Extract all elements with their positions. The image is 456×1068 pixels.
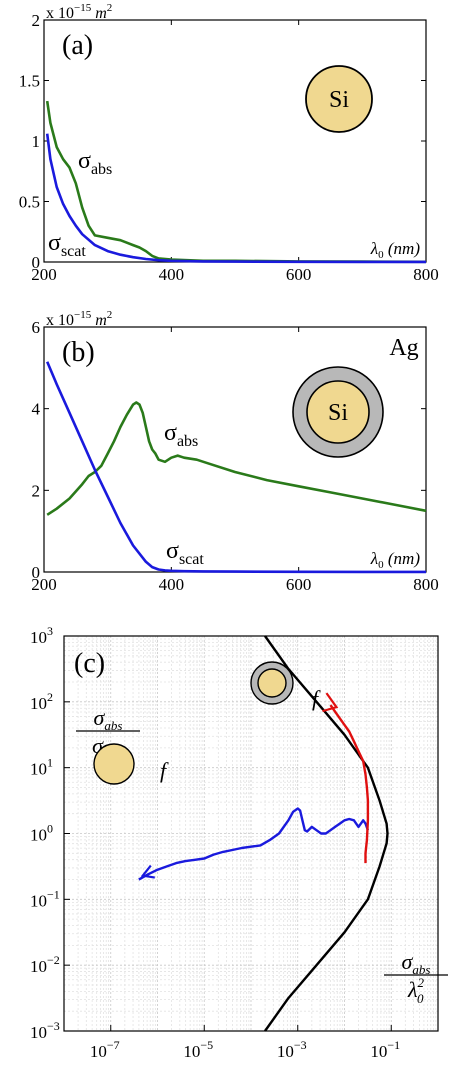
panel-b-xtick-label: 400	[159, 575, 185, 594]
panel-b-series-scat	[46, 361, 426, 574]
panel-a-series-abs-label: σabs	[78, 148, 112, 178]
panel-a-series-abs	[45, 100, 427, 264]
panel-a-ytick-label: 1.5	[19, 72, 40, 91]
panel-c-agsi-arrow-label: f	[312, 686, 321, 711]
panel-c-label: (c)	[74, 648, 105, 679]
panel-c-si-particle-icon	[93, 743, 135, 785]
panel-c-series-bound	[264, 635, 389, 1032]
panel-c-ytick-label: 102	[30, 690, 53, 713]
panel-a-scale-factor: x 10−15 m2	[46, 0, 112, 22]
panel-c-ytick-label: 10−1	[30, 887, 60, 910]
panel-c-ylabel-numerator: σabs	[94, 705, 123, 733]
panel-c-ytick-label: 10−3	[30, 1019, 60, 1042]
panel-b-label: (b)	[62, 337, 95, 368]
panel-b-ytick-label: 4	[32, 400, 41, 419]
panel-b-frame	[43, 326, 427, 573]
panel-a-series-scat	[45, 133, 426, 264]
panel-c-ytick-label: 103	[30, 624, 53, 647]
panel-a-ytick-label: 0	[32, 253, 41, 272]
panel-a-ytick-label: 1	[32, 132, 41, 151]
panel-b-ytick-label: 0	[32, 563, 41, 582]
panel-c-si-arrow-label: f	[160, 758, 169, 783]
panel-b-series-scat-label: σscat	[166, 538, 204, 568]
panel-b-xtick-label: 600	[286, 575, 312, 594]
panel-c-ytick-label: 101	[30, 756, 53, 779]
panel-a-frame	[43, 19, 427, 263]
panel-b-ytick-label: 2	[32, 481, 41, 500]
panel-c-si-arrow-icon	[140, 864, 155, 879]
panel-c-ytick-label: 100	[30, 822, 53, 845]
panel-a-xlabel: λ0 (nm)	[370, 239, 421, 261]
panel-b-xtick-label: 200	[31, 575, 57, 594]
panel-a-ytick-label: 0.5	[19, 193, 40, 212]
panel-c-ytick-label: 10−2	[30, 953, 60, 976]
panel-c-xtick-label: 10−1	[370, 1038, 400, 1061]
panel-b-scale-factor: x 10−15 m2	[46, 305, 112, 329]
panel-a-xtick-label: 600	[286, 265, 312, 284]
panel-b-series-abs	[46, 401, 427, 516]
panel-a-ytick-label: 2	[32, 11, 41, 30]
panel-a-particle-label: Si	[329, 87, 349, 113]
panel-c-si-core-icon	[257, 668, 287, 698]
panel-a-label: (a)	[62, 30, 93, 61]
panel-c-xtick-label: 10−7	[90, 1038, 120, 1061]
panel-a-series-scat-label: σscat	[48, 230, 86, 260]
panel-c-series-si	[138, 807, 370, 881]
panel-b-series-abs-label: σabs	[164, 420, 198, 450]
panel-b-xlabel: λ0 (nm)	[370, 549, 421, 571]
panel-a-si-particle-icon	[305, 65, 373, 133]
panel-b-particle-label: Si	[328, 400, 348, 426]
panel-b-ytick-label: 6	[32, 318, 41, 337]
panel-c-agsi-arrow-icon	[322, 692, 339, 713]
panel-c-series-agsi	[329, 704, 370, 864]
panel-c-xlabel-numerator: σabs	[402, 949, 431, 977]
panel-c-xtick-label: 10−5	[183, 1038, 213, 1061]
panel-c-xtick-label: 10−3	[277, 1038, 307, 1061]
panel-c-xlabel-denominator: λ2 0	[407, 975, 425, 1006]
panel-a-xtick-label: 200	[31, 265, 57, 284]
panel-b-si-core-icon	[306, 380, 370, 444]
panel-b-shell-label: Ag	[389, 335, 418, 361]
panel-a-xtick-label: 400	[159, 265, 185, 284]
panel-b-xtick-label: 800	[413, 575, 439, 594]
panel-a-xtick-label: 800	[413, 265, 439, 284]
